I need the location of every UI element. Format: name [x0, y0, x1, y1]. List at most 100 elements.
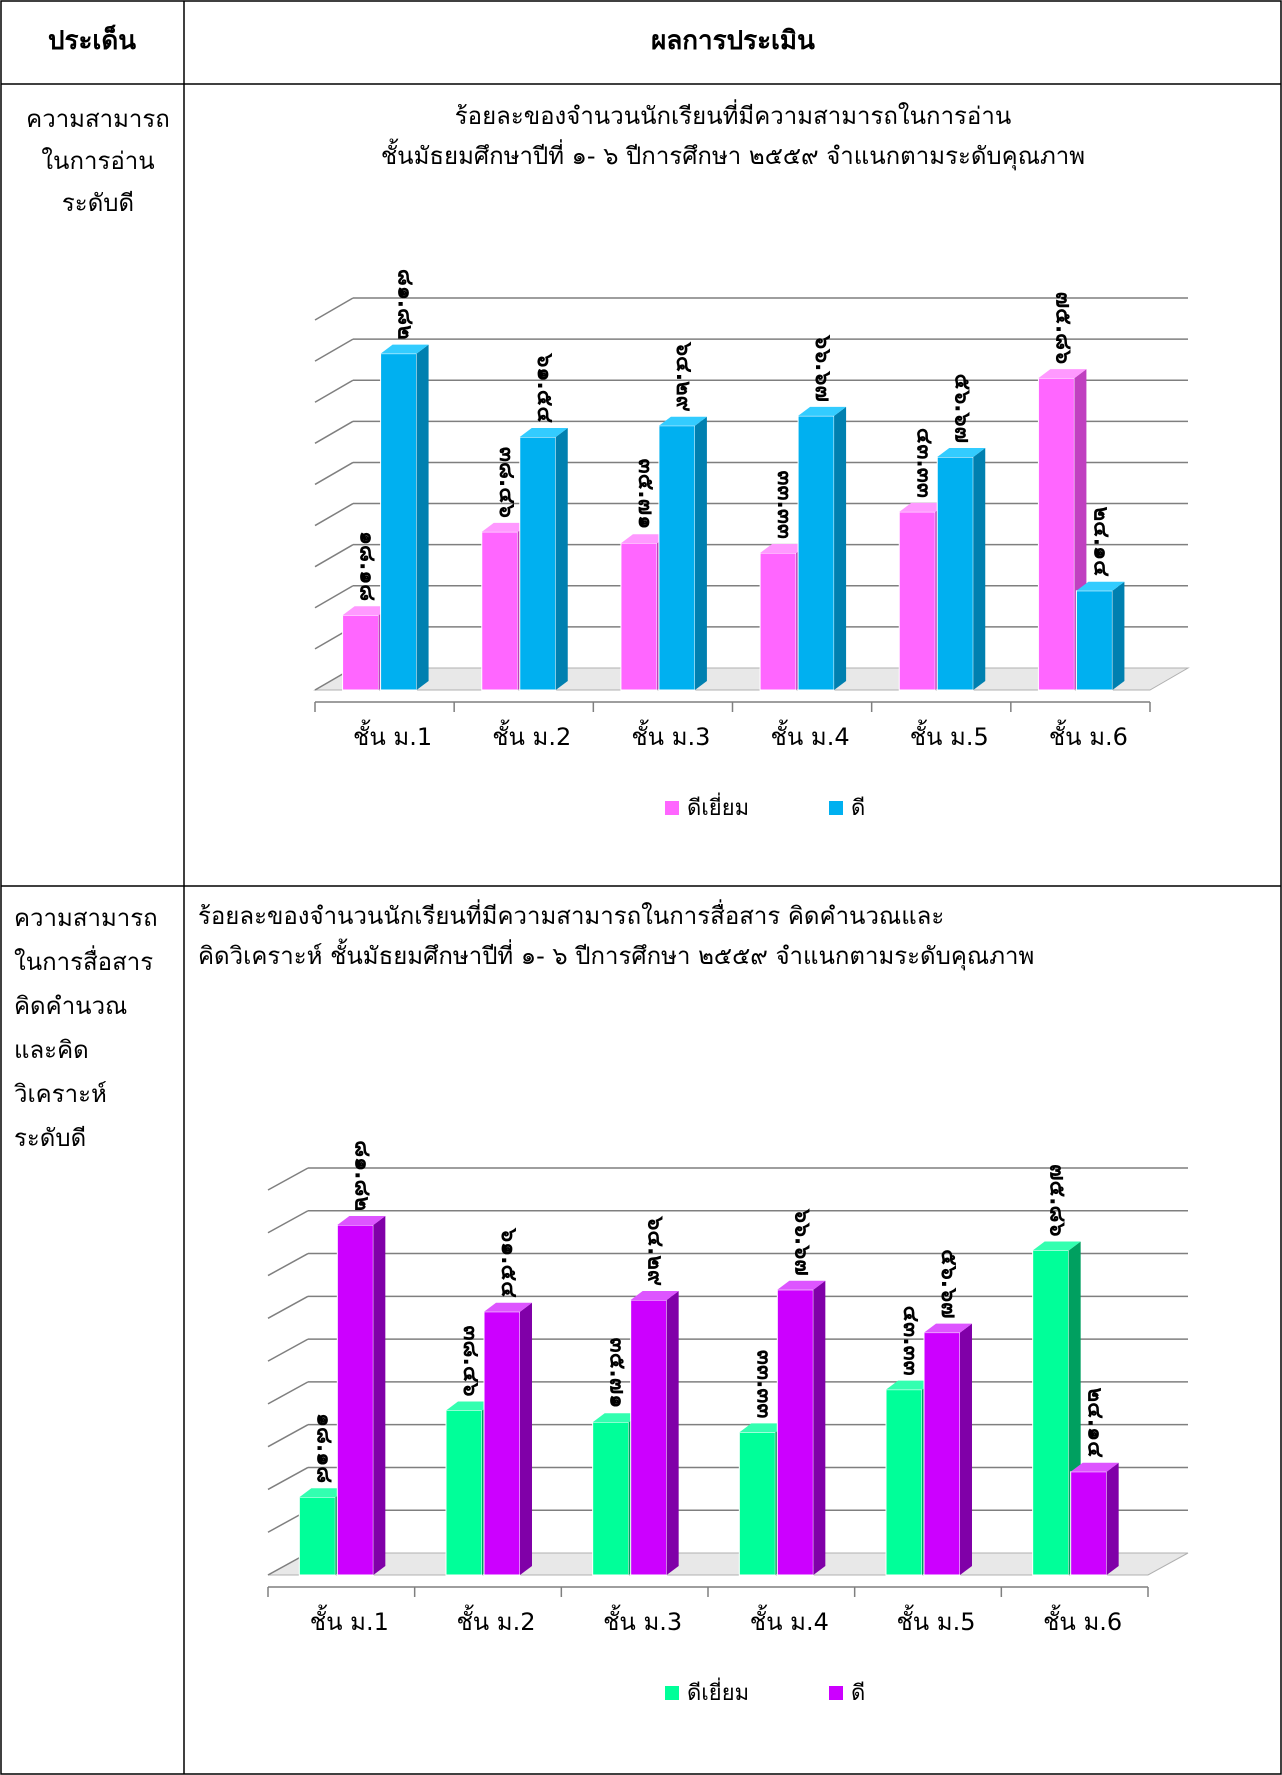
- chart1-bar-front: [380, 353, 418, 691]
- row1-topic-line: ระดับดี: [61, 189, 135, 217]
- chart1-bar-top: [760, 543, 809, 553]
- chart2-bar-side: [373, 1215, 386, 1575]
- chart2-data-label: ๒๔.๑๔: [1083, 1388, 1108, 1458]
- chart1-bar: [1075, 581, 1125, 691]
- chart1-data-label: ๓๘.๔๖: [494, 447, 519, 518]
- chart2-bar-top: [446, 1401, 494, 1411]
- chart2-data-label: ๑๘.๑๘: [311, 1413, 336, 1483]
- chart2-gridline-side: [267, 1210, 309, 1234]
- chart1-category-label: ชั้น ม.4: [771, 719, 850, 751]
- chart1-data-label: ๑๘.๑๘: [355, 531, 380, 601]
- chart2-bar-side: [666, 1290, 679, 1575]
- chart2-gridline-side: [267, 1466, 309, 1491]
- chart1-data-label: ๒๔.๑๔: [1088, 507, 1113, 577]
- chart2-bar-top: [592, 1413, 641, 1423]
- chart1-title: ร้อยละของจำนวนนักเรียนที่มีความสามารถในก…: [184, 96, 1282, 176]
- chart2-bar: [1070, 1462, 1119, 1576]
- chart1-legend-label: ดีเยี่ยม: [687, 792, 749, 821]
- chart2-data-label: ๘๑.๘๒: [349, 1140, 374, 1211]
- chart2-category-label: ชั้น ม.4: [750, 1604, 829, 1636]
- chart1-bar-top: [899, 502, 948, 512]
- chart1-bar: [658, 416, 707, 691]
- chart2-bar-top: [1032, 1241, 1081, 1251]
- chart1-bar: [481, 522, 530, 691]
- chart2-bar-top: [886, 1380, 934, 1390]
- chart2-bar: [630, 1290, 679, 1576]
- row2-topic-line: และคิด: [14, 1036, 89, 1064]
- chart2-legend-label: ดีเยี่ยม: [687, 1677, 749, 1706]
- row2-topic: ความสามารถ ในการสื่อสาร คิดคำนวณ และคิด …: [14, 896, 182, 1160]
- chart2-bar-side: [520, 1302, 532, 1575]
- chart1-gridline-side: [314, 297, 354, 321]
- chart2-data-label: ๖๖.๖๗: [789, 1208, 814, 1276]
- chart1-data-label: ๓๕.๗๑: [633, 459, 658, 530]
- chart2-bar-top: [299, 1488, 348, 1498]
- chart2-gridline-side: [267, 1167, 309, 1191]
- row2-topic-line: ในการสื่อสาร: [14, 948, 154, 976]
- chart1-bar-front: [658, 425, 696, 691]
- row1-topic: ความสามารถ ในการอ่าน ระดับดี: [18, 98, 178, 224]
- chart1-bar-top: [519, 428, 568, 438]
- chart1-bar-top: [1076, 581, 1125, 591]
- chart2-legend-label: ดี: [851, 1681, 865, 1706]
- chart1-bar-top: [620, 534, 669, 544]
- chart2-bar-front: [630, 1299, 668, 1576]
- chart1-bar-front: [519, 436, 557, 691]
- chart1-bar-top: [658, 416, 707, 426]
- header-topic: ประเด็น: [48, 26, 136, 56]
- chart2-bar: [483, 1302, 532, 1576]
- chart2-title-line: คิดวิเคราะห์ ชั้นมัธยมศึกษาปีที่ ๑- ๖ ปี…: [198, 942, 1035, 970]
- chart1-bar-front: [342, 614, 380, 691]
- chart1-bar-front: [481, 531, 519, 691]
- chart1-data-label: ๖๑.๕๔: [532, 352, 557, 423]
- row2-topic-line: คิดคำนวณ: [14, 992, 128, 1020]
- chart1-bar-front: [936, 456, 974, 691]
- chart2-bar-front: [483, 1311, 521, 1576]
- chart1-category-label: ชั้น ม.3: [631, 719, 710, 751]
- chart1-bar-front: [797, 415, 835, 691]
- chart2-bar-side: [813, 1280, 826, 1575]
- chart1-data-label: ๘๑.๘๒: [393, 269, 418, 340]
- chart1-plot: ๑๘.๑๘ ๘๑.๘๒ชั้น ม.1 ๓๘.๔๖ ๖๑.๕๔ชั้น ม.2 ๓๕.๗…: [313, 269, 1190, 821]
- chart1-category-label: ชั้น ม.6: [1049, 719, 1128, 751]
- chart1-gridline-side: [314, 502, 354, 527]
- chart1-bar-side: [694, 416, 707, 690]
- chart2-category-label: ชั้น ม.5: [896, 1604, 975, 1636]
- chart1-title-line: ชั้นมัธยมศึกษาปีที่ ๑- ๖ ปีการศึกษา ๒๕๕๙…: [380, 142, 1086, 170]
- chart1-data-label: ๓๓.๓๓: [772, 470, 797, 539]
- chart2-data-label: ๖๑.๕๔: [496, 1227, 521, 1298]
- chart2-legend-swatch: [665, 1686, 679, 1700]
- chart1-bar-side: [973, 448, 986, 690]
- chart1-bar-side: [1112, 581, 1125, 690]
- chart1-bar: [936, 448, 986, 691]
- chart1-data-label: ๗๕.๘๖: [1050, 292, 1075, 365]
- chart1-category-label: ชั้น ม.1: [353, 719, 432, 751]
- chart2-bar-front: [923, 1332, 961, 1576]
- chart2-category-label: ชั้น ม.1: [310, 1604, 389, 1636]
- chart2-bar-top: [630, 1290, 679, 1300]
- chart2-bar-top: [924, 1323, 972, 1333]
- chart2-bar-top: [1070, 1462, 1119, 1472]
- chart1-gridline-side: [314, 461, 354, 486]
- row1-topic-line: ในการอ่าน: [41, 147, 155, 175]
- chart1-bar-top: [937, 448, 986, 458]
- chart1-bar: [519, 428, 568, 691]
- chart1-title-line: ร้อยละของจำนวนนักเรียนที่มีความสามารถในก…: [454, 102, 1012, 130]
- row1-topic-line: ความสามารถ: [26, 105, 170, 133]
- chart1-bar-front: [759, 552, 797, 691]
- chart2-data-label: ๓๕.๗๑: [605, 1338, 630, 1409]
- chart2-bar-front: [1070, 1471, 1108, 1576]
- chart2-plot: ๑๘.๑๘ ๘๑.๘๒ชั้น ม.1 ๓๘.๔๖ ๖๑.๕๔ชั้น ม.2 ๓๕.๗…: [267, 1140, 1189, 1706]
- chart2-bar-top: [484, 1302, 532, 1312]
- chart2-bar: [923, 1323, 972, 1576]
- chart1-gridline-side: [314, 338, 354, 362]
- chart1-gridline-side: [314, 379, 354, 403]
- chart2-gridline-side: [267, 1252, 309, 1277]
- chart1-data-label: ๕๖.๖๗: [949, 374, 974, 443]
- chart2-bar-top: [337, 1215, 386, 1225]
- chart2-category-label: ชั้น ม.2: [456, 1604, 535, 1636]
- chart1-bar-front: [1075, 590, 1113, 691]
- chart2-title-line: ร้อยละของจำนวนนักเรียนที่มีความสามารถในก…: [198, 902, 945, 930]
- chart1-bar-side: [834, 406, 847, 690]
